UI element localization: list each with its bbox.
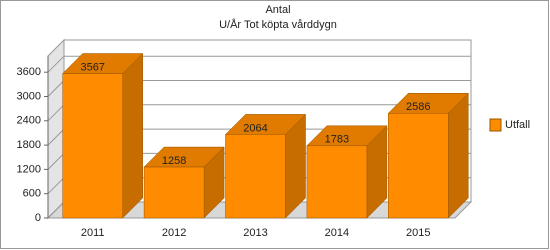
y-tick-label: 2400 — [17, 115, 41, 127]
x-tick-label: 2013 — [243, 227, 267, 239]
bar-side — [448, 92, 469, 219]
x-tick-label: 2011 — [81, 227, 105, 239]
chart-title: Antal — [265, 4, 290, 16]
bar — [388, 113, 449, 219]
y-tick-label: 600 — [23, 188, 41, 200]
grid-line — [47, 177, 65, 195]
grid-line — [47, 55, 65, 73]
x-tick-label: 2012 — [162, 227, 186, 239]
grid-line — [47, 153, 65, 170]
bar-side — [122, 52, 143, 219]
chart-subtitle: U/År Tot köpta vårddygn — [219, 18, 337, 31]
data-label: 3567 — [80, 61, 104, 73]
bar — [225, 134, 286, 219]
y-tick-label: 3600 — [17, 66, 41, 78]
data-label: 2586 — [406, 101, 430, 113]
bar — [62, 73, 123, 219]
x-tick-label: 2015 — [406, 227, 430, 239]
x-tick-label: 2014 — [325, 227, 349, 239]
bar — [143, 166, 205, 219]
legend-label: Utfall — [505, 119, 530, 131]
y-tick-label: 1800 — [17, 139, 41, 151]
y-tick-label: 1200 — [17, 163, 41, 175]
data-label: 2064 — [243, 122, 267, 134]
grid-line — [47, 80, 65, 97]
grid-line — [47, 128, 65, 146]
data-label: 1783 — [325, 134, 349, 146]
y-tick-label: 3000 — [17, 90, 41, 102]
bar — [306, 145, 368, 219]
grid-line — [47, 104, 65, 122]
data-label: 1258 — [162, 155, 186, 167]
y-tick-label: 0 — [35, 212, 41, 224]
grid-line — [47, 201, 65, 219]
legend-swatch — [489, 118, 502, 132]
